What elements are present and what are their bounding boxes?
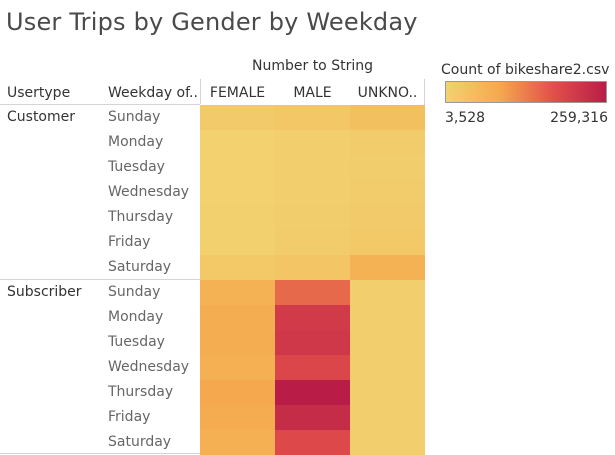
- heatmap-cell[interactable]: [200, 355, 275, 380]
- heatmap-cell[interactable]: [275, 430, 350, 455]
- header-row-divider: [0, 104, 200, 105]
- heatmap-cell[interactable]: [200, 280, 275, 305]
- heatmap-cell[interactable]: [275, 280, 350, 305]
- weekday-label[interactable]: Tuesday: [108, 334, 165, 350]
- heatmap-cell[interactable]: [350, 230, 425, 255]
- heatmap-cell[interactable]: [350, 305, 425, 330]
- legend-color-ramp[interactable]: [445, 81, 607, 103]
- heatmap-cell[interactable]: [275, 380, 350, 405]
- weekday-label[interactable]: Sunday: [108, 284, 161, 300]
- heatmap-cell[interactable]: [200, 405, 275, 430]
- heatmap-cell[interactable]: [275, 205, 350, 230]
- heatmap-cell[interactable]: [350, 430, 425, 455]
- usertype-label[interactable]: Subscriber: [7, 284, 82, 300]
- heatmap-cell[interactable]: [350, 380, 425, 405]
- heatmap-cell[interactable]: [200, 130, 275, 155]
- weekday-label[interactable]: Friday: [108, 234, 151, 250]
- heatmap-cell[interactable]: [275, 305, 350, 330]
- heatmap-cell[interactable]: [200, 380, 275, 405]
- weekday-label[interactable]: Saturday: [108, 434, 172, 450]
- weekday-label[interactable]: Saturday: [108, 259, 172, 275]
- heatmap-cell[interactable]: [350, 330, 425, 355]
- heatmap-cell[interactable]: [350, 405, 425, 430]
- row-header-weekday[interactable]: Weekday of..: [108, 85, 198, 101]
- heatmap-cell[interactable]: [350, 105, 425, 130]
- heatmap-cell[interactable]: [275, 255, 350, 280]
- heatmap-cell[interactable]: [275, 130, 350, 155]
- heatmap-cell[interactable]: [350, 280, 425, 305]
- row-header-usertype[interactable]: Usertype: [7, 85, 71, 101]
- heatmap-cell[interactable]: [350, 255, 425, 280]
- column-header-male[interactable]: MALE: [293, 85, 332, 101]
- group-divider: [0, 279, 200, 280]
- heatmap-cell[interactable]: [350, 130, 425, 155]
- legend-min-label: 3,528: [445, 110, 486, 126]
- heatmap-cell[interactable]: [275, 180, 350, 205]
- heatmap-cell[interactable]: [275, 355, 350, 380]
- heatmap-cell[interactable]: [350, 205, 425, 230]
- heatmap-cell[interactable]: [275, 405, 350, 430]
- usertype-label[interactable]: Customer: [7, 109, 76, 125]
- legend-max-label: 259,316: [550, 110, 608, 126]
- weekday-label[interactable]: Wednesday: [108, 184, 190, 200]
- weekday-label[interactable]: Monday: [108, 134, 164, 150]
- header-divider-left: [200, 79, 201, 104]
- weekday-label[interactable]: Sunday: [108, 109, 161, 125]
- heatmap-cell[interactable]: [200, 330, 275, 355]
- weekday-label[interactable]: Monday: [108, 309, 164, 325]
- header-divider-right: [424, 79, 425, 104]
- heatmap-cell[interactable]: [200, 255, 275, 280]
- weekday-label[interactable]: Thursday: [108, 209, 174, 225]
- heatmap-cell[interactable]: [275, 105, 350, 130]
- heatmap-cell[interactable]: [200, 230, 275, 255]
- heatmap-cell[interactable]: [200, 305, 275, 330]
- legend-title: Count of bikeshare2.csv: [441, 62, 610, 78]
- heatmap-cell[interactable]: [350, 180, 425, 205]
- heatmap-cell[interactable]: [200, 105, 275, 130]
- weekday-label[interactable]: Friday: [108, 409, 151, 425]
- heatmap-cell[interactable]: [200, 430, 275, 455]
- column-group-label: Number to String: [252, 58, 373, 74]
- heatmap-cell[interactable]: [275, 330, 350, 355]
- bottom-divider: [0, 453, 200, 454]
- weekday-label[interactable]: Tuesday: [108, 159, 165, 175]
- heatmap-cell[interactable]: [275, 230, 350, 255]
- heatmap-cell[interactable]: [350, 155, 425, 180]
- weekday-label[interactable]: Thursday: [108, 384, 174, 400]
- column-header-unknown[interactable]: UNKNO..: [357, 85, 418, 101]
- heatmap-cell[interactable]: [200, 155, 275, 180]
- heatmap-cell[interactable]: [200, 180, 275, 205]
- chart-title: User Trips by Gender by Weekday: [6, 8, 418, 36]
- heatmap-cell[interactable]: [200, 205, 275, 230]
- heatmap-cell[interactable]: [275, 155, 350, 180]
- heatmap-cell[interactable]: [350, 355, 425, 380]
- column-header-female[interactable]: FEMALE: [209, 85, 266, 101]
- weekday-label[interactable]: Wednesday: [108, 359, 190, 375]
